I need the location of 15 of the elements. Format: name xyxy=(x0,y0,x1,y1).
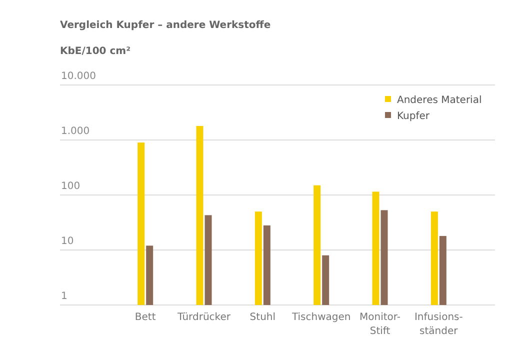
chart-title: Vergleich Kupfer – andere Werkstoffe xyxy=(60,20,271,31)
y-tick-label: 1.000 xyxy=(61,126,90,137)
x-tick-label: Bett xyxy=(134,312,156,323)
x-tick-label: Monitor- Stift xyxy=(360,312,401,337)
y-tick-label: 10 xyxy=(61,236,74,247)
legend-label: Anderes Material xyxy=(397,95,482,106)
x-tick-label: Stuhl xyxy=(250,312,276,323)
x-tick-label: Tischwagen xyxy=(290,312,351,323)
y-tick-label: 1 xyxy=(61,291,68,302)
y-tick-label: 10.000 xyxy=(61,71,96,82)
legend-label: Kupfer xyxy=(397,111,430,122)
y-axis-title: KbE/100 cm² xyxy=(60,46,130,57)
x-tick-label: Infusions- ständer xyxy=(414,312,464,337)
y-tick-label: 100 xyxy=(61,181,80,192)
x-tick-label: Türdrücker xyxy=(176,312,232,323)
